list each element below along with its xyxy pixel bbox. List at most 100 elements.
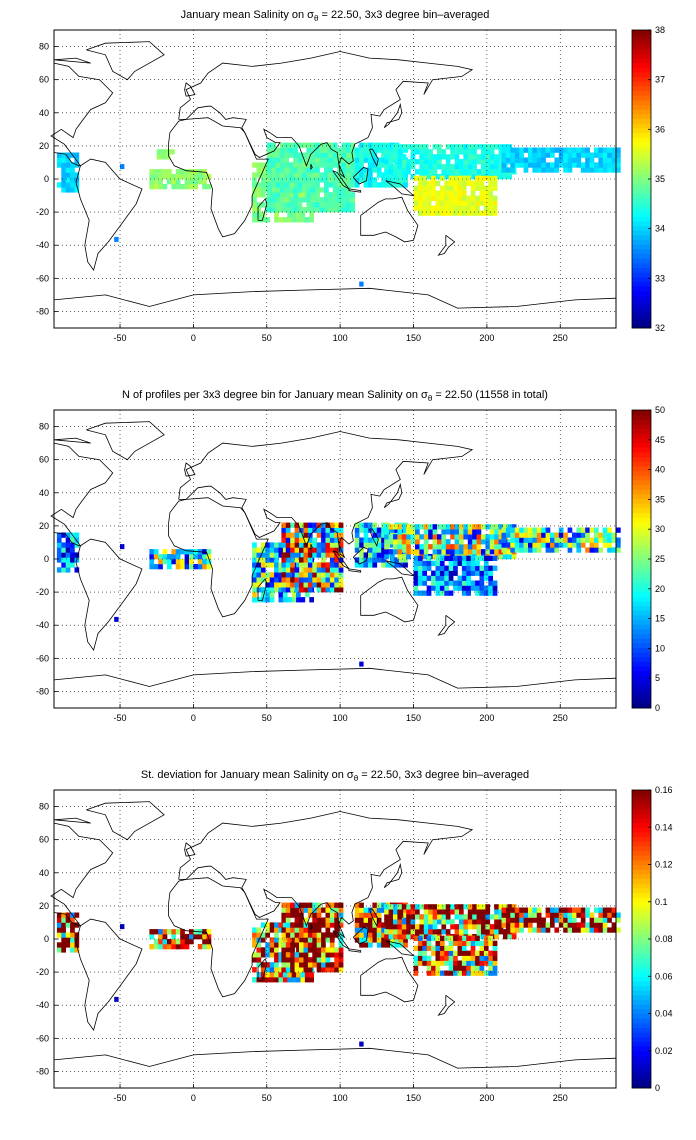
colorbar-segment [632, 1064, 651, 1070]
data-cell [419, 164, 425, 170]
y-tick-label: 0 [44, 554, 49, 564]
data-cell [363, 907, 369, 913]
data-cell [368, 922, 373, 928]
colorbar-tick-label: 0.14 [655, 822, 673, 832]
data-cell [165, 154, 171, 160]
data-cell [406, 169, 411, 175]
data-cell [65, 917, 71, 923]
data-cell [479, 190, 485, 196]
data-cell [459, 909, 464, 915]
data-cell [435, 575, 441, 581]
data-cell [269, 937, 275, 943]
data-cell [594, 917, 599, 923]
data-cell [384, 169, 389, 175]
data-cell [285, 532, 291, 538]
data-cell [483, 940, 489, 946]
data-cell [536, 167, 542, 173]
data-cell [280, 177, 285, 183]
data-cell [401, 154, 407, 160]
data-cell [450, 529, 455, 535]
data-cell [265, 932, 270, 938]
data-cell [488, 585, 493, 591]
colorbar-segment [632, 892, 651, 898]
data-cell [325, 907, 331, 913]
data-cell [275, 177, 281, 183]
data-cell [359, 542, 364, 548]
data-cell [300, 212, 306, 218]
data-cell [291, 572, 297, 578]
data-cell [282, 547, 288, 553]
data-cell [567, 907, 573, 913]
data-cell [448, 950, 454, 956]
data-cell [523, 147, 529, 153]
data-cell [175, 944, 181, 950]
data-cell [454, 929, 460, 935]
data-cell [180, 169, 185, 175]
data-cell [275, 152, 281, 158]
data-cell [554, 547, 560, 553]
data-cell [61, 157, 66, 163]
data-cell [328, 202, 334, 208]
colorbar-segment [632, 596, 651, 602]
coastline [369, 148, 379, 167]
data-cell [56, 912, 62, 918]
data-cell [479, 970, 485, 976]
data-cell [338, 582, 344, 588]
data-cell [265, 552, 270, 558]
data-cell [461, 955, 467, 961]
data-cell [300, 597, 306, 603]
data-cell [334, 922, 339, 928]
panel-2: N of profiles per 3x3 degree bin for Jan… [36, 389, 665, 723]
data-cell [444, 565, 449, 571]
data-cell [476, 909, 482, 915]
data-cell [461, 195, 467, 201]
data-cell [563, 147, 568, 153]
data-cell [319, 197, 325, 203]
data-cell [483, 590, 489, 596]
coastline [360, 576, 419, 623]
colorbar-tick-label: 0.16 [655, 785, 673, 795]
data-cell [363, 142, 369, 148]
data-cell [284, 162, 290, 168]
data-cell [120, 924, 125, 930]
colorbar-segment [632, 433, 651, 439]
data-cell [299, 912, 304, 918]
data-cell [281, 917, 287, 923]
colorbar-segment [632, 95, 651, 101]
data-cell [466, 200, 471, 206]
data-cell [410, 164, 416, 170]
data-cell [554, 162, 560, 168]
data-cell [284, 177, 290, 183]
data-cell [450, 909, 455, 915]
data-cell [280, 207, 285, 213]
data-cell [376, 917, 382, 923]
data-cell [431, 195, 436, 201]
data-cell [376, 157, 382, 163]
data-cell [303, 557, 309, 563]
data-cell [470, 955, 476, 961]
y-tick-label: 80 [39, 802, 49, 812]
panel-3: St. deviation for January mean Salinity … [36, 769, 673, 1103]
coastline [352, 546, 369, 565]
data-cell [572, 532, 577, 538]
data-cell [437, 164, 442, 170]
data-cell [510, 157, 515, 163]
colorbar-tick-label: 35 [655, 174, 665, 184]
data-cell [528, 907, 533, 913]
data-cell [275, 162, 281, 168]
data-cell [476, 534, 482, 540]
data-cell [514, 912, 520, 918]
data-cell [296, 592, 301, 598]
colorbar-segment [632, 813, 651, 819]
data-cell [536, 917, 542, 923]
data-cell [337, 182, 342, 188]
data-cell [467, 154, 473, 160]
colorbar-segment [632, 67, 651, 73]
data-cell [265, 972, 270, 978]
data-cell [444, 945, 449, 951]
data-cell [406, 914, 411, 920]
data-cell [423, 154, 429, 160]
data-cell [498, 144, 504, 150]
data-cell [463, 924, 469, 930]
data-cell [437, 909, 442, 915]
